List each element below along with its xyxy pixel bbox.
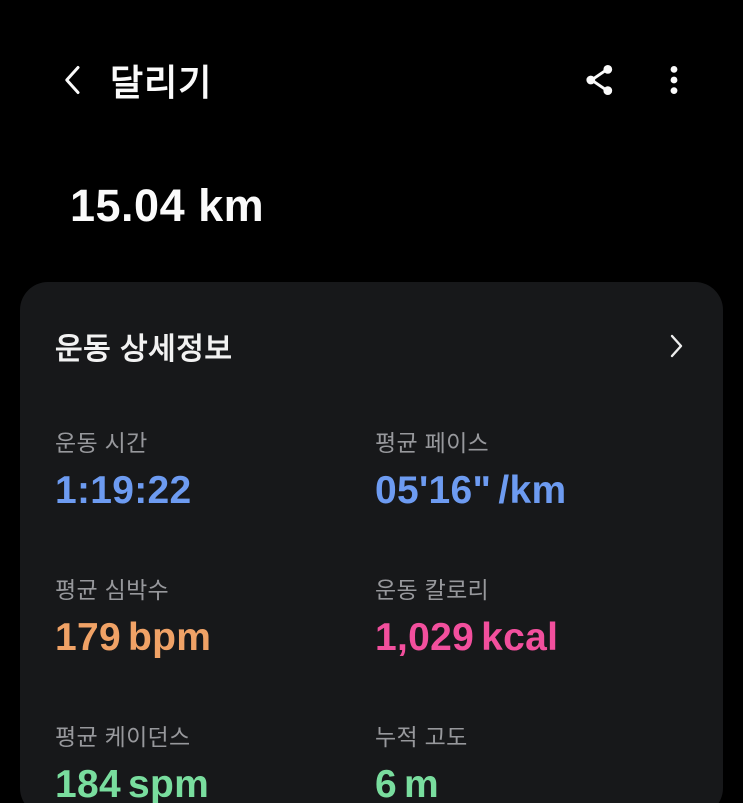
stat-label: 운동 시간: [55, 430, 148, 456]
page-title: 달리기: [110, 62, 213, 103]
workout-details-card: 운동 상세정보 운동 시간 1:19:22 평균 페이스 05'16" /km …: [20, 282, 723, 803]
stat-value: 1,029 kcal: [375, 616, 688, 660]
stat-unit: bpm: [127, 616, 212, 659]
card-title: 운동 상세정보: [55, 333, 233, 366]
stat-value: 179 bpm: [55, 616, 375, 660]
stat-number: 6: [375, 763, 397, 803]
stat-value: 6 m: [375, 763, 688, 803]
stat-value: 1:19:22: [55, 469, 375, 513]
back-button[interactable]: [58, 60, 88, 100]
stat-number: 1:19:22: [55, 469, 192, 512]
stat-label: 누적 고도: [375, 724, 468, 750]
stat-label: 평균 페이스: [375, 430, 489, 456]
stat-unit: spm: [127, 763, 210, 803]
share-button[interactable]: [583, 63, 617, 97]
stat-average-heart-rate: 평균 심박수 179 bpm: [55, 571, 375, 660]
stat-number: 1,029: [375, 616, 475, 659]
stat-unit: kcal: [481, 616, 559, 659]
stat-unit: /km: [498, 469, 567, 512]
more-vertical-icon: [657, 63, 691, 97]
stat-number: 184: [55, 763, 121, 803]
stat-value: 05'16" /km: [375, 469, 688, 513]
total-distance: 15.04 km: [70, 180, 265, 231]
stat-value: 184 spm: [55, 763, 375, 803]
stat-number: 179: [55, 616, 121, 659]
stats-grid: 운동 시간 1:19:22 평균 페이스 05'16" /km 평균 심박수 1…: [55, 424, 688, 803]
chevron-right-icon: [664, 329, 688, 363]
stat-label: 평균 심박수: [55, 577, 169, 603]
stat-number: 05'16": [375, 469, 492, 512]
stat-cumulative-elevation: 누적 고도 6 m: [375, 718, 688, 803]
more-options-button[interactable]: [657, 63, 691, 97]
share-icon: [583, 63, 617, 97]
workout-details-header[interactable]: 운동 상세정보: [55, 324, 688, 368]
stat-workout-time: 운동 시간 1:19:22: [55, 424, 375, 513]
back-icon: [58, 60, 88, 100]
stat-label: 평균 케이던스: [55, 724, 191, 750]
stat-average-pace: 평균 페이스 05'16" /km: [375, 424, 688, 513]
stat-unit: m: [404, 763, 439, 803]
stat-label: 운동 칼로리: [375, 577, 489, 603]
stat-average-cadence: 평균 케이던스 184 spm: [55, 718, 375, 803]
stat-workout-calories: 운동 칼로리 1,029 kcal: [375, 571, 688, 660]
app-header: 달리기: [58, 56, 691, 104]
